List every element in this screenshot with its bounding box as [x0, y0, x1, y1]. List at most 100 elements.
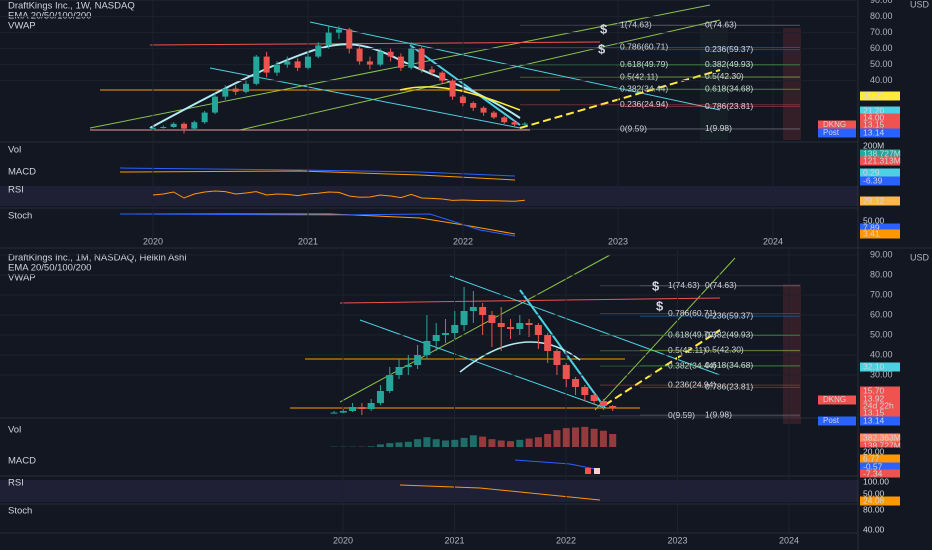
fib-label: 0.5(42.11): [668, 345, 706, 355]
candle-body: [497, 323, 505, 327]
volume-bar: [367, 446, 375, 447]
price-badge: [860, 223, 900, 233]
price-badge: [860, 525, 900, 535]
fib-label: 1(9.98): [705, 123, 732, 133]
fib-label: 0.236(24.94): [620, 99, 668, 109]
price-badge: [860, 168, 900, 178]
candle-body: [609, 406, 617, 408]
volume-bar: [404, 441, 412, 447]
dollar-icon: $: [600, 21, 608, 36]
candle-body: [404, 365, 412, 367]
price-tick-label: 50.00: [870, 329, 893, 339]
volume-bar: [488, 439, 496, 447]
volume-bar: [516, 439, 524, 447]
candle-body: [428, 69, 435, 73]
time-tick-label: 2020: [143, 236, 163, 246]
candle-body: [581, 387, 589, 395]
price-badge: [860, 386, 900, 396]
price-badge-label: 100.00: [863, 476, 889, 486]
price-badge-label: 138.727M: [863, 440, 901, 450]
price-badge-label: 13.14: [863, 127, 885, 137]
volume-bar: [432, 439, 440, 447]
indicator-label: RSI: [8, 185, 24, 196]
time-tick-label: 2020: [333, 535, 353, 545]
candle-body: [170, 123, 177, 127]
candle-body: [366, 61, 373, 65]
price-badge-label: 200M: [863, 140, 884, 150]
candle-body: [386, 375, 394, 391]
price-badge: [860, 149, 900, 159]
time-tick-label: 2023: [667, 535, 687, 545]
chart-header: VWAP: [8, 21, 36, 32]
fib-label: 0(9.59): [668, 410, 695, 420]
price-tick-label: 70.00: [870, 27, 893, 37]
price-badge: [860, 120, 900, 130]
candle-body: [408, 48, 415, 68]
volume-bar: [507, 441, 515, 447]
price-badge: [860, 362, 900, 372]
tag: [818, 416, 856, 426]
candle-body: [377, 51, 384, 65]
volume-bar: [525, 438, 533, 447]
candle-body: [423, 341, 431, 355]
fib-label: 0.618(34.68): [705, 360, 753, 370]
price-badge-label: 14.00: [863, 112, 885, 122]
price-badge: [860, 156, 900, 166]
candle-body: [294, 61, 301, 68]
volume-bar: [590, 428, 598, 447]
candle-body: [325, 32, 332, 46]
rsi-band: [0, 186, 858, 206]
price-tick-label: 70.00: [870, 289, 893, 299]
fib-label: 0.786(60.71): [668, 308, 716, 318]
dollar-icon: $: [652, 278, 660, 293]
candle-body: [253, 56, 260, 84]
price-badge: [860, 469, 900, 479]
candle-body: [232, 88, 239, 92]
candle-body: [562, 365, 570, 379]
candle-body: [449, 80, 456, 97]
price-badge-label: 20.00: [863, 446, 885, 456]
price-tick-label: 80.00: [870, 269, 893, 279]
candle-body: [160, 127, 167, 128]
fib-label: 0.236(59.37): [705, 44, 753, 54]
price-badge-label: 29.12: [863, 195, 885, 205]
price-badge: [860, 229, 900, 239]
drawings: [89, 4, 736, 501]
time-tick-label: 2021: [298, 236, 318, 246]
candle-body: [501, 117, 508, 123]
price-badge-label: 7.89: [863, 222, 880, 232]
price-unit: USD: [910, 0, 930, 9]
fib-label: 0.382(49.93): [705, 59, 753, 69]
fib-zone: [700, 28, 728, 140]
candle-body: [150, 127, 156, 129]
time-tick-label: 2024: [779, 535, 799, 545]
chart-header: EMA 20/50/100/200: [8, 11, 91, 22]
fib-label: 0.236(24.94): [668, 379, 716, 389]
price-badge-label: 13.14: [863, 415, 885, 425]
fib-label: 0.382(34.44): [620, 84, 668, 94]
candle-body: [460, 311, 468, 325]
candle-body: [349, 407, 357, 411]
candle-body: [339, 411, 347, 413]
candle-body: [480, 107, 487, 113]
candle-body: [284, 61, 291, 65]
tag-label: Post: [823, 416, 840, 425]
price-badge: [860, 496, 900, 506]
volume-bar: [423, 437, 431, 447]
indicator-label: RSI: [8, 478, 24, 489]
candle-body: [358, 407, 366, 409]
fib-label: 1(74.63): [620, 19, 652, 29]
price-badge-label: 13.92: [863, 393, 885, 403]
price-badge-label: -7.34: [863, 468, 883, 478]
candle-body: [315, 45, 322, 57]
tag: [818, 395, 856, 405]
price-tick-label: 60.00: [870, 43, 893, 53]
price-badge: [860, 489, 900, 499]
fib-label: 0.5(42.11): [620, 71, 658, 81]
price-badge-label: 80.00: [863, 504, 885, 514]
price-badge-label: 3.41: [863, 228, 880, 238]
candle-body: [387, 51, 394, 57]
candle-body: [507, 327, 515, 329]
candle-body: [459, 96, 466, 103]
candle-body: [242, 83, 249, 92]
